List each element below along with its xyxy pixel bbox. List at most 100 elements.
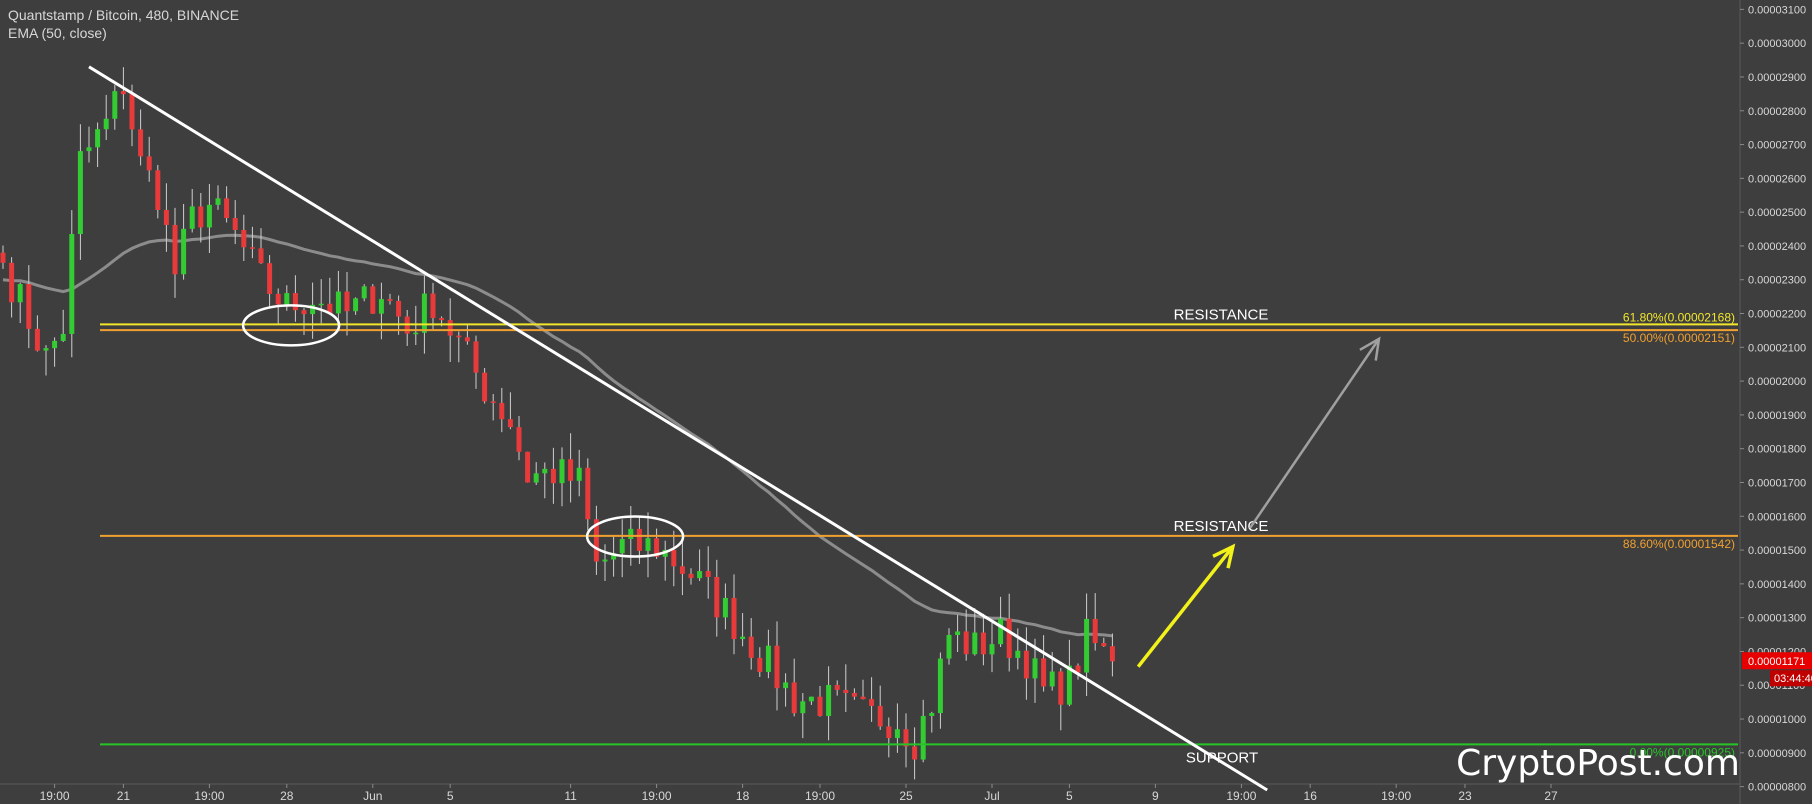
y-tick-label: 0.00002400 [1748,241,1806,253]
candle-down [344,291,350,312]
candle-up [413,332,419,335]
candle-up [602,559,608,562]
candle-down [0,252,6,263]
candle-up [783,682,789,689]
candle-down [757,657,763,672]
candle-down [1006,618,1012,658]
x-tick-label: 21 [117,789,131,803]
candle-down [869,699,875,706]
candle-down [146,156,152,171]
candle-up [946,634,952,659]
x-tick-label: 19:00 [642,789,672,803]
candle-down [439,318,445,321]
candle-down [232,218,238,230]
projection-arrow-head [1359,336,1381,361]
candle-up [611,553,617,560]
candle-down [275,293,281,305]
x-tick-label: 19:00 [805,789,835,803]
candle-down [9,262,15,303]
candle-down [1109,646,1115,662]
candle-up [628,528,634,540]
candle-up [361,286,367,299]
y-tick-label: 0.00003000 [1748,38,1806,50]
candle-up [722,597,728,618]
candle-up [929,713,935,716]
candle-up [43,348,49,351]
candle-down [774,645,780,689]
candle-down [748,636,754,658]
candle-up [1015,650,1021,658]
projection-arrow [1248,338,1381,529]
candle-up [189,206,195,229]
candle-down [163,209,169,225]
candle-up [17,284,23,303]
candle-up [989,644,995,655]
y-tick-label: 0.00001400 [1748,579,1806,591]
candle-up [77,151,83,235]
candle-up [421,293,427,333]
candle-down [241,229,247,248]
x-tick-label: 19:00 [40,789,70,803]
countdown-badge [1770,670,1812,687]
y-tick-label: 0.00000800 [1748,782,1806,794]
candle-down [654,538,660,557]
candle-down [688,573,694,579]
candle-down [525,451,531,483]
y-tick-label: 0.00002000 [1748,376,1806,388]
candle-down [370,286,376,314]
y-tick-label: 0.00001500 [1748,545,1806,557]
candle-up [998,618,1004,645]
candle-down [258,248,264,264]
candle-down [198,206,204,228]
y-tick-label: 0.00003100 [1748,4,1806,16]
candle-up [559,459,565,484]
x-tick-label: 19:00 [1381,789,1411,803]
candle-down [636,528,642,551]
y-tick-label: 0.00001000 [1748,714,1806,726]
x-tick-label: 16 [1304,789,1318,803]
candle-down [327,303,333,314]
candle-down [980,632,986,655]
candle-up [826,685,832,716]
current-price-label: 0.00001171 [1748,656,1805,668]
candle-up [533,473,539,483]
candle-down [834,685,840,690]
candle-up [112,91,118,119]
candle-up [206,204,212,228]
candle-down [387,299,393,301]
y-tick-label: 0.00002900 [1748,72,1806,84]
candle-up [972,632,978,655]
candle-down [903,729,909,747]
candle-down [593,519,599,562]
x-tick-label: 19:00 [1226,789,1256,803]
candle-down [860,696,866,700]
candle-up [318,303,324,306]
y-tick-label: 0.00002800 [1748,106,1806,118]
candle-up [95,129,101,148]
candle-down [129,94,135,130]
candle-down [705,571,711,577]
candle-down [396,300,402,317]
candle-down [224,198,230,219]
candle-down [714,576,720,618]
candle-down [671,549,677,567]
x-tick-label: 11 [564,789,577,803]
x-tick-label: 25 [899,789,913,803]
y-tick-label: 0.00002200 [1748,309,1806,321]
candle-down [292,293,298,311]
y-tick-label: 0.00001800 [1748,444,1806,456]
candle-down [1058,671,1064,705]
candle-down [301,310,307,315]
candle-up [181,228,187,275]
candle-down [473,341,479,373]
y-tick-label: 0.00002600 [1748,173,1806,185]
candle-down [1075,665,1081,673]
candle-down [886,726,892,739]
candle-down [507,419,513,428]
candle-down [456,335,462,338]
candle-up [335,291,341,314]
candle-up [955,631,961,635]
x-tick-label: 9 [1152,789,1159,803]
